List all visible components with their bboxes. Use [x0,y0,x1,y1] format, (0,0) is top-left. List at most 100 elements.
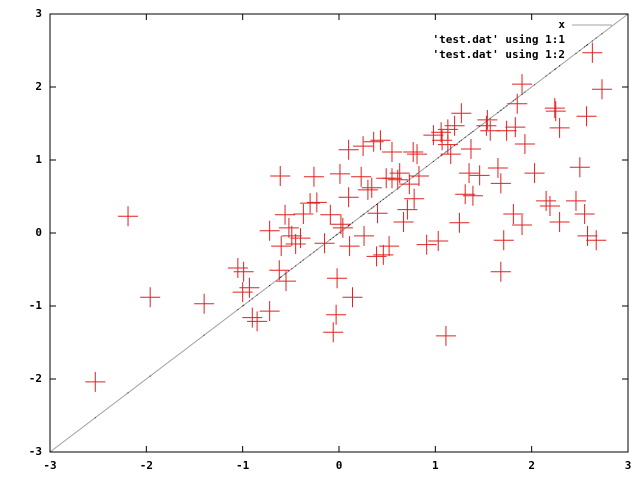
cross-point [407,144,428,165]
cross-point [586,230,607,251]
cross-point [549,117,570,138]
cross-point [194,293,215,314]
cross-point [357,179,378,200]
x-tick-label: -1 [236,459,250,472]
x-tick-label: -3 [43,459,56,472]
dot [332,236,334,238]
cross-point [323,322,344,343]
x-tick-label: -2 [140,459,153,472]
cross-point [545,101,566,122]
cross-point [276,271,297,292]
dot [454,144,456,146]
cross-point [449,212,470,233]
cross-point [354,225,375,246]
cross-point [435,325,456,346]
dot [441,154,443,156]
cross-point [140,287,161,308]
cross-point [574,204,595,225]
dot [280,276,282,278]
dot [371,207,373,209]
dot [284,273,286,275]
dot [336,233,338,235]
cross-point [85,371,106,392]
cross-point [459,163,480,184]
dot [460,139,462,141]
cross-point [399,174,420,195]
dot [595,37,597,39]
cross-point [361,177,382,198]
legend-label: x [558,18,565,31]
cross-point [524,163,545,184]
dot [575,52,577,54]
dot [351,222,353,224]
cross-point [576,106,597,127]
cross-point [339,236,360,257]
dot [376,204,378,206]
cross-point [423,125,444,146]
cross-point [416,234,437,255]
cross-point [428,231,449,252]
cross-point [490,261,511,282]
dot [521,93,523,95]
dot [479,125,481,127]
dot [291,268,293,270]
cross-point [320,204,341,225]
dot [534,84,536,86]
cross-point [290,228,311,249]
legend-label: 'test.dat' using 1:1 [433,33,566,46]
y-tick-label: -1 [29,299,43,312]
legend-label: 'test.dat' using 1:2 [433,48,565,61]
dot [149,375,151,377]
dot [503,107,505,109]
dot [242,305,244,307]
cross-point [306,192,327,213]
cross-point [285,233,306,254]
cross-point [227,258,248,279]
dot [472,131,474,133]
dot [127,392,129,394]
cross-point [476,115,497,136]
dot [373,206,375,208]
cross-point [329,163,350,184]
dot [302,259,304,261]
dot [500,109,502,111]
dot [349,224,351,226]
dot [432,160,434,162]
cross-point [403,141,424,162]
cross-point [493,230,514,251]
dot [385,196,387,198]
cross-point [462,185,483,206]
y-tick-label: 0 [35,226,42,239]
dot [579,50,581,51]
function-line [49,13,629,453]
dot [367,210,369,212]
cross-point [591,79,612,100]
cross-point [342,287,363,308]
dot [94,417,96,419]
dot [555,68,557,70]
dot [406,180,408,182]
cross-point [569,157,590,178]
y-tick-label: 1 [35,153,42,166]
cross-point [367,203,388,224]
cross-point [487,158,508,179]
cross-point [577,225,598,246]
dot [348,225,350,227]
cross-point [512,74,533,95]
dot [468,133,470,135]
cross-point [544,98,565,119]
cross-point [278,217,299,238]
cross-point [408,166,429,187]
cross-point [549,212,570,233]
cross-point [259,220,280,241]
cross-point [539,195,560,216]
dot [243,304,245,306]
x-tick-label: 1 [432,459,439,472]
dot [203,334,205,336]
cross-point [314,233,335,254]
dot [288,270,290,272]
cross-point [444,115,465,136]
dot [458,141,460,143]
cross-point [451,103,472,124]
